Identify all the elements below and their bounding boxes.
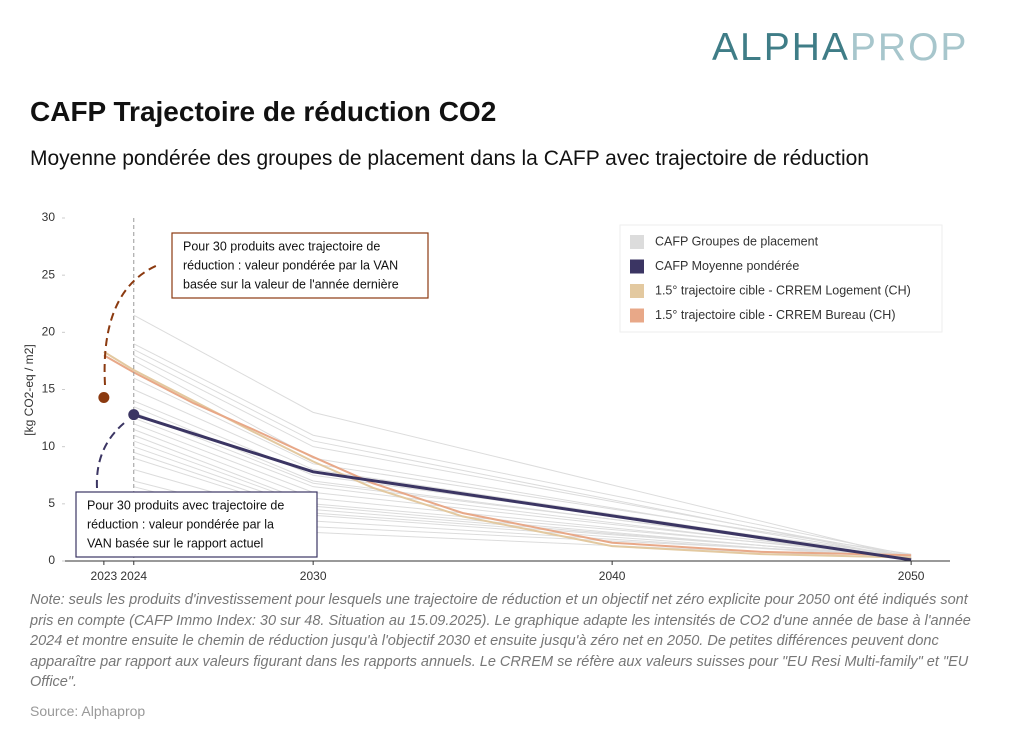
series-line [133,354,912,557]
legend-label: CAFP Groupes de placement [655,234,819,248]
chart-subtitle: Moyenne pondérée des groupes de placemen… [30,147,869,170]
legend-label: 1.5° trajectoire cible - CRREM Bureau (C… [655,308,896,322]
y-tick-label: 5 [48,496,55,510]
series-line [133,406,912,559]
annotation-text: Pour 30 produits avec trajectoire de [183,239,380,253]
y-tick-label: 30 [42,210,56,224]
logo: ALPHAPROP [712,26,968,70]
logo-part: ALPHA [712,26,850,69]
series-line [103,354,912,557]
source: Source: Alphaprop [30,703,146,719]
series-line [103,350,912,559]
logo-part: PROP [849,26,969,69]
chart: 0 5 10 15 20 25 30 2023 2024 2030 2040 2050 [kg CO2-… [22,210,950,583]
legend-swatch [630,235,644,249]
series-line [133,413,912,562]
y-tick-label: 0 [48,553,55,567]
legend-swatch [630,308,644,323]
point [98,392,110,404]
chart-title: CAFP Trajectoire de réduction CO2 [30,96,497,127]
y-tick-label: 10 [42,439,56,453]
legend-box [619,224,943,333]
x-tick-label: 2024 [120,569,147,583]
legend-label: 1.5° trajectoire cible - CRREM Logement … [655,283,911,297]
legend-swatch [630,284,644,298]
annotation-text: basée sur la valeur de l'année dernière [183,277,399,291]
annotation-box [171,232,429,299]
series-line [133,343,912,556]
annotation-text: réduction : valeur pondérée par la VAN [183,258,398,272]
annotation-text: VAN basée sur le rapport actuel [87,536,263,550]
annotation-text: Pour 30 produits avec trajectoire de [87,498,284,512]
y-tick-label: 20 [42,325,56,339]
legend-label: CAFP Moyenne pondérée [655,259,799,273]
series-line [133,314,912,559]
y-tick-label: 25 [42,267,56,281]
legend-swatch [630,259,644,274]
annotation-text: réduction : valeur pondérée par la [87,517,274,531]
series-line [133,377,912,555]
annotation-box [75,491,318,558]
y-tick-label: 15 [42,382,56,396]
x-tick-label: 2040 [599,569,626,583]
point [128,409,140,421]
x-tick-label: 2023 [91,569,118,583]
x-tick-label: 2050 [898,569,925,583]
y-axis-title: [kg CO2-eq / m2] [22,344,36,435]
connector [103,264,159,386]
connector [95,419,129,489]
x-tick-label: 2030 [300,569,327,583]
note: Note: seuls les produits d'investissemen… [30,592,971,690]
